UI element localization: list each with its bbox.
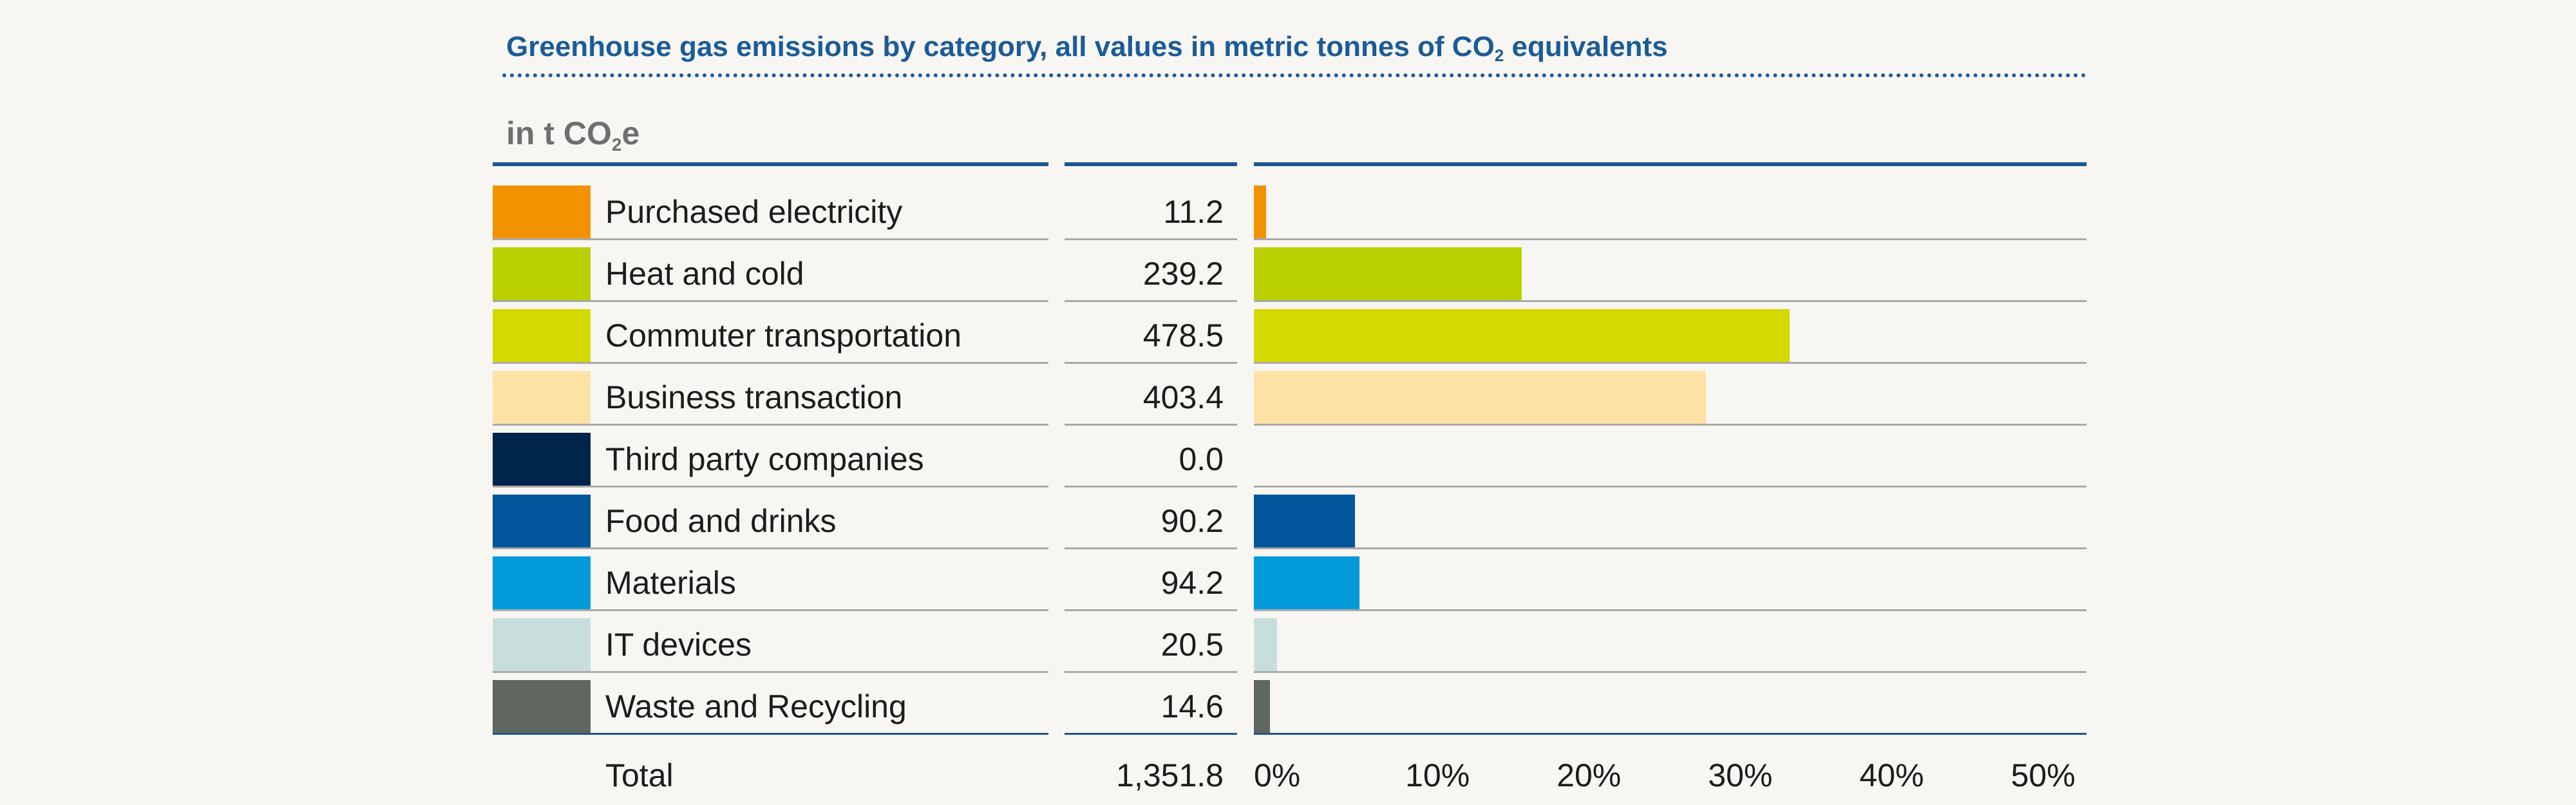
total-label: Total bbox=[605, 757, 674, 793]
category-label: Third party companies bbox=[605, 441, 924, 477]
legend-swatch bbox=[493, 309, 591, 362]
category-label: Waste and Recycling bbox=[605, 688, 907, 724]
row-divider bbox=[1254, 609, 2087, 611]
row-divider bbox=[493, 362, 1048, 364]
x-tick-label: 40% bbox=[1859, 757, 1924, 793]
category-label: Commuter transportation bbox=[605, 317, 962, 354]
legend-swatch bbox=[493, 556, 591, 609]
legend-swatch bbox=[493, 371, 591, 424]
row-divider bbox=[493, 547, 1048, 549]
row-divider bbox=[1065, 424, 1237, 426]
row-divider bbox=[1065, 671, 1237, 673]
legend-swatch bbox=[493, 495, 591, 547]
row-divider bbox=[1065, 486, 1237, 488]
row-divider bbox=[493, 424, 1048, 426]
header-rule-labels bbox=[493, 162, 1048, 166]
value-label: 403.4 bbox=[1142, 379, 1224, 415]
value-label: 478.5 bbox=[1142, 317, 1224, 354]
bar bbox=[1254, 680, 1271, 733]
row-divider bbox=[1065, 300, 1237, 302]
legend-swatch bbox=[493, 618, 591, 671]
row-divider bbox=[1065, 362, 1237, 364]
value-label: 14.6 bbox=[1160, 688, 1224, 724]
legend-swatch bbox=[493, 680, 591, 733]
legend-swatch bbox=[493, 433, 591, 486]
row-divider bbox=[1254, 424, 2087, 426]
row-divider bbox=[1065, 238, 1237, 240]
value-label: 239.2 bbox=[1142, 256, 1224, 292]
row-divider bbox=[493, 238, 1048, 240]
row-divider bbox=[493, 671, 1048, 673]
row-divider bbox=[1254, 238, 2087, 240]
row-divider bbox=[493, 486, 1048, 488]
bar bbox=[1254, 618, 1277, 671]
legend-swatch bbox=[493, 185, 591, 238]
x-tick-label: 50% bbox=[2011, 757, 2076, 793]
row-divider bbox=[1254, 486, 2087, 488]
row-divider bbox=[493, 300, 1048, 302]
row-divider bbox=[493, 609, 1048, 611]
unit-label: in t CO2e bbox=[506, 115, 640, 155]
value-label: 0.0 bbox=[1179, 441, 1224, 477]
header-rule-values bbox=[1065, 162, 1237, 166]
total-value: 1,351.8 bbox=[1116, 757, 1224, 793]
category-label: Materials bbox=[605, 565, 736, 601]
category-label: Business transaction bbox=[605, 379, 903, 415]
value-label: 20.5 bbox=[1160, 627, 1224, 663]
row-divider bbox=[1065, 733, 1237, 735]
category-label: IT devices bbox=[605, 627, 752, 663]
bar bbox=[1254, 495, 1355, 547]
x-tick-label: 10% bbox=[1405, 757, 1470, 793]
value-label: 90.2 bbox=[1160, 503, 1224, 539]
row-divider bbox=[1065, 609, 1237, 611]
category-label: Heat and cold bbox=[605, 256, 804, 292]
row-divider bbox=[493, 733, 1048, 735]
row-divider bbox=[1254, 671, 2087, 673]
bar bbox=[1254, 309, 1790, 362]
x-tick-label: 30% bbox=[1708, 757, 1773, 793]
bar bbox=[1254, 185, 1267, 238]
row-divider bbox=[1065, 547, 1237, 549]
row-divider bbox=[1254, 547, 2087, 549]
category-label: Food and drinks bbox=[605, 503, 837, 539]
row-divider bbox=[1254, 733, 2087, 735]
x-tick-label: 20% bbox=[1557, 757, 1622, 793]
row-divider bbox=[1254, 362, 2087, 364]
header-rule-bars bbox=[1254, 162, 2087, 166]
bar bbox=[1254, 556, 1359, 609]
category-label: Purchased electricity bbox=[605, 194, 903, 230]
value-label: 11.2 bbox=[1163, 194, 1224, 230]
legend-swatch bbox=[493, 247, 591, 300]
bar bbox=[1254, 247, 1522, 300]
x-tick-label: 0% bbox=[1254, 757, 1301, 793]
title-divider bbox=[502, 73, 2087, 77]
row-divider bbox=[1254, 300, 2087, 302]
chart-title: Greenhouse gas emissions by category, al… bbox=[506, 31, 1668, 65]
bar bbox=[1254, 371, 1706, 424]
value-label: 94.2 bbox=[1160, 565, 1224, 601]
